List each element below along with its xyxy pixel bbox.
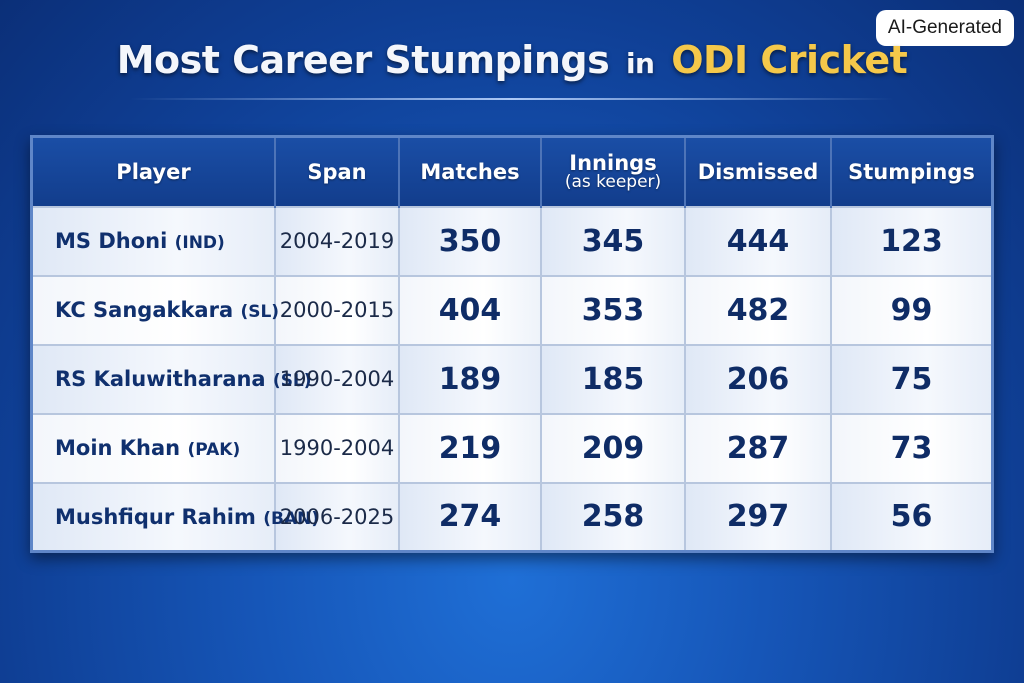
- cell-player: Moin Khan (PAK): [33, 412, 276, 483]
- player-country: (IND): [174, 233, 225, 254]
- header-stumpings: Stumpings: [831, 138, 991, 207]
- header-innings: Innings (as keeper): [541, 138, 686, 207]
- table-header-row: Player Span Matches Innings (as keeper) D…: [33, 138, 991, 207]
- table-row: MS Dhoni (IND) 2004-2019 350 345 444 123: [33, 206, 991, 276]
- header-matches: Matches: [399, 138, 542, 207]
- cell-stumpings: 75: [831, 343, 991, 414]
- title-part-highlight: ODI Cricket: [671, 38, 908, 82]
- cell-matches: 274: [399, 481, 542, 550]
- stumpings-table: Player Span Matches Innings (as keeper) D…: [30, 135, 994, 553]
- cell-dismissed: 482: [685, 274, 832, 345]
- cell-player: RS Kaluwitharana (SL): [33, 343, 312, 414]
- cell-span: 2004-2019: [275, 206, 400, 276]
- title-divider: [130, 98, 894, 100]
- cell-player: Mushfiqur Rahim (BAN): [33, 481, 319, 550]
- cell-innings: 353: [541, 274, 686, 345]
- player-country: (SL): [240, 302, 280, 323]
- player-name: Mushfiqur Rahim: [55, 504, 256, 529]
- cell-span: 1990-2004: [275, 412, 400, 483]
- cell-player: KC Sangakkara (SL): [33, 274, 279, 345]
- cell-dismissed: 297: [685, 481, 832, 550]
- cell-player: MS Dhoni (IND): [33, 206, 276, 276]
- title-part-main: Most Career Stumpings: [116, 38, 610, 82]
- player-name: Moin Khan: [55, 436, 181, 461]
- cell-innings: 345: [541, 206, 686, 276]
- cell-stumpings: 99: [831, 274, 991, 345]
- cell-dismissed: 287: [685, 412, 832, 483]
- header-player: Player: [33, 138, 276, 207]
- cell-stumpings: 73: [831, 412, 991, 483]
- cell-span: 1990-2004: [275, 343, 400, 414]
- cell-span: 2000-2015: [275, 274, 400, 345]
- player-name: MS Dhoni: [55, 229, 168, 254]
- cell-span: 2006-2025: [275, 481, 400, 550]
- table-row: Moin Khan (PAK) 1990-2004 219 209 287 73: [33, 412, 991, 483]
- page-title: Most Career Stumpings in ODI Cricket: [0, 38, 1024, 82]
- cell-matches: 404: [399, 274, 542, 345]
- player-country: (PAK): [187, 440, 241, 461]
- cell-innings: 185: [541, 343, 686, 414]
- header-innings-sub: (as keeper): [564, 172, 662, 193]
- ai-generated-badge: AI-Generated: [875, 10, 1014, 46]
- cell-stumpings: 123: [831, 206, 991, 276]
- player-name: KC Sangakkara: [55, 298, 234, 323]
- cell-innings: 209: [541, 412, 686, 483]
- player-name: RS Kaluwitharana: [55, 367, 266, 392]
- header-span: Span: [275, 138, 400, 207]
- cell-matches: 189: [399, 343, 542, 414]
- cell-dismissed: 444: [685, 206, 832, 276]
- table-row: KC Sangakkara (SL) 2000-2015 404 353 482 99: [33, 274, 991, 345]
- cell-matches: 219: [399, 412, 542, 483]
- title-part-connector: in: [625, 47, 655, 80]
- cell-innings: 258: [541, 481, 686, 550]
- header-dismissed: Dismissed: [685, 138, 832, 207]
- cell-dismissed: 206: [685, 343, 832, 414]
- cell-stumpings: 56: [831, 481, 991, 550]
- cell-matches: 350: [399, 206, 542, 276]
- table-row: Mushfiqur Rahim (BAN)2006-20252742582975…: [33, 481, 991, 550]
- table-row: RS Kaluwitharana (SL)1990-20041891852067…: [33, 343, 991, 414]
